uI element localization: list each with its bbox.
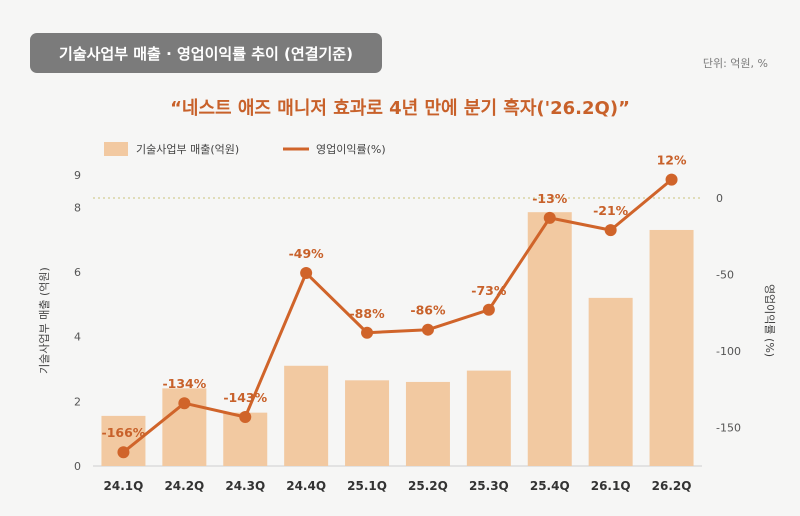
y2-tick-label: -100 [716, 345, 741, 358]
unit-note: 단위: 억원, % [702, 57, 768, 70]
line-point [300, 267, 313, 280]
data-label: -49% [289, 246, 325, 261]
x-tick-label: 25.1Q [347, 479, 387, 493]
chart-headline: “네스트 애즈 매니저 효과로 4년 만에 분기 흑자('26.2Q)” [170, 98, 630, 119]
bar [588, 297, 633, 466]
y-tick-label: 9 [74, 169, 81, 182]
data-label: -73% [471, 283, 507, 298]
legend-swatch-bar [104, 142, 128, 156]
chart-axes: 0 2 4 6 8 9 기술사업부 매출 (억원) 0 -50 -100 -150 영업이익률 (%)… [38, 169, 776, 493]
x-tick-label: 25.2Q [408, 479, 448, 493]
line-point [239, 410, 252, 423]
data-label: -88% [349, 306, 385, 321]
y2-tick-label: -50 [716, 269, 734, 282]
line-point [178, 397, 191, 410]
line-point [543, 211, 556, 224]
series-line [122, 178, 673, 454]
bar [649, 229, 694, 466]
bar [345, 380, 390, 466]
x-tick-label: 25.4Q [530, 479, 570, 493]
x-tick-label: 24.4Q [286, 479, 326, 493]
line-series: -166% -134% -143% -49% -88% -86% -73% -13% -21% 1… [102, 153, 687, 459]
line-point [117, 446, 130, 459]
y-tick-label: 4 [74, 331, 81, 344]
line-point [604, 224, 617, 237]
x-tick-label: 25.3Q [469, 479, 509, 493]
bar [466, 370, 511, 466]
legend-label-bar: 기술사업부 매출(억원) [136, 143, 239, 156]
data-label: -13% [532, 191, 568, 206]
chart-badge-title: 기술사업부 매출 · 영업이익률 추이 (연결기준) [30, 33, 382, 73]
line-point [361, 326, 374, 339]
line-point [482, 303, 495, 316]
x-tick-label: 24.3Q [225, 479, 265, 493]
bar [527, 212, 572, 466]
data-label: -86% [410, 303, 446, 318]
data-label: -166% [102, 425, 146, 440]
y-tick-label: 0 [74, 460, 81, 473]
data-label: -21% [593, 203, 629, 218]
y-axis-title: 기술사업부 매출 (억원) [38, 267, 51, 374]
y-tick-label: 2 [74, 395, 81, 408]
line-point [665, 173, 678, 186]
bar-series [101, 212, 694, 466]
bar [284, 365, 329, 466]
y2-tick-label: -150 [716, 422, 741, 435]
chart-legend: 기술사업부 매출(억원) 영업이익률(%) [104, 142, 386, 156]
data-label: -134% [162, 376, 206, 391]
data-label: -143% [223, 390, 267, 405]
y-tick-label: 6 [74, 266, 81, 279]
y2-tick-label: 0 [716, 192, 723, 205]
x-tick-label: 26.1Q [591, 479, 631, 493]
x-tick-label: 24.2Q [164, 479, 204, 493]
bar [405, 381, 450, 466]
x-tick-label: 24.1Q [104, 479, 144, 493]
line-point [421, 323, 434, 336]
y-tick-label: 8 [74, 201, 81, 214]
data-label: 12% [657, 153, 687, 168]
legend-label-line: 영업이익률(%) [316, 143, 386, 156]
x-tick-label: 26.2Q [652, 479, 692, 493]
y2-axis-title: 영업이익률 (%) [763, 284, 776, 357]
